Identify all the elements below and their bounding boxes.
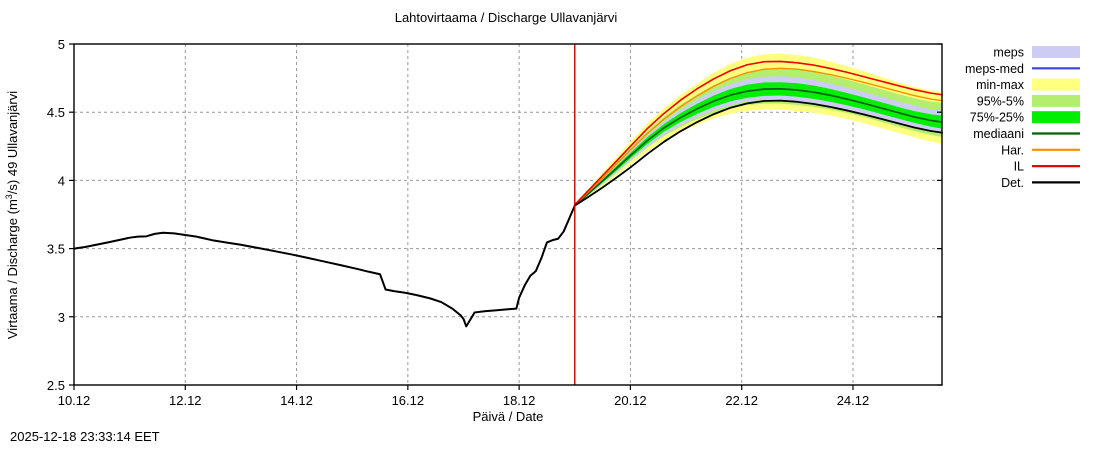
series-lines [73, 60, 943, 328]
x-tick-label: 24.12 [837, 393, 870, 408]
legend-label: 95%-5% [977, 94, 1024, 108]
line-mediaani [573, 88, 943, 207]
axis-ticks: 2.5 3 3.5 4 4.5 5 10.12 12.12 14.12 16.12 18.12 20.… [47, 37, 942, 408]
legend-swatch-min-max [1032, 78, 1080, 91]
line-har [574, 67, 943, 206]
y-tick-label: 4.5 [47, 105, 65, 120]
line-det-forecast [573, 99, 943, 207]
x-tick-label: 22.12 [725, 393, 758, 408]
legend-label: meps [993, 46, 1024, 60]
x-axis-label: Päivä / Date [473, 409, 544, 424]
legend-label: Har. [1001, 143, 1024, 157]
line-det-observed [73, 204, 576, 328]
y-tick-label: 2.5 [47, 378, 65, 393]
y-tick-label: 5 [58, 37, 65, 52]
legend-label: 75%-25% [970, 111, 1024, 125]
plot-frame [73, 43, 943, 386]
y-axis-label: Virtaama / Discharge (m3/s) 49 Ullavanjä… [4, 91, 20, 339]
x-tick-label: 12.12 [169, 393, 202, 408]
forecast-bands [574, 53, 942, 207]
x-tick-label: 20.12 [614, 393, 647, 408]
chart-title: Lahtovirtaama / Discharge Ullavanjärvi [395, 10, 618, 25]
legend-label: min-max [976, 78, 1025, 92]
legend-swatch-75-25 [1032, 111, 1080, 124]
legend-label: mediaani [973, 127, 1024, 141]
legend-label: IL [1014, 160, 1024, 174]
line-il [573, 60, 943, 206]
x-tick-label: 16.12 [392, 393, 425, 408]
plot-border [73, 43, 943, 386]
y-tick-label: 3 [58, 310, 65, 325]
x-tick-label: 14.12 [280, 393, 313, 408]
y-tick-label: 4 [58, 173, 65, 188]
legend-label: meps-med [965, 62, 1024, 76]
chart-legend: meps meps-med min-max 95%-5% 75%-25% mediaani… [965, 46, 1080, 190]
legend-swatch-meps [1032, 46, 1080, 58]
band-meps [574, 76, 942, 207]
legend-label: Det. [1001, 176, 1024, 190]
timestamp-label: 2025-12-18 23:33:14 EET [10, 429, 160, 444]
x-tick-label: 10.12 [58, 393, 91, 408]
x-tick-label: 18.12 [503, 393, 536, 408]
legend-swatch-95-5 [1032, 94, 1080, 107]
y-tick-label: 3.5 [47, 242, 65, 257]
